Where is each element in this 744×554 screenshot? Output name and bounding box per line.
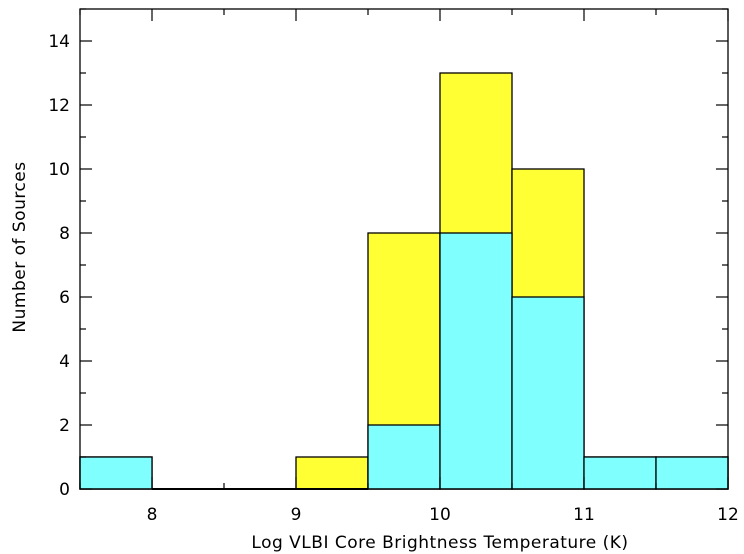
y-tick-labels: 0 2 4 6 8 10 12 14 xyxy=(48,32,70,500)
y-tick-label: 12 xyxy=(48,96,70,116)
subset-bar-0 xyxy=(79,456,153,490)
x-axis-label: Log VLBI Core Brightness Temperature (K) xyxy=(251,533,628,553)
y-tick-label: 14 xyxy=(48,32,70,52)
subset-bar-6 xyxy=(511,296,585,490)
x-tick-label: 9 xyxy=(291,505,302,525)
plot-frame xyxy=(79,8,729,490)
y-tick-label: 6 xyxy=(59,288,70,308)
axis-ticks xyxy=(79,8,729,490)
x-tick-label: 12 xyxy=(717,505,739,525)
x-tick-labels: 8 9 10 11 12 xyxy=(147,505,739,525)
subset-bar-8 xyxy=(655,456,729,490)
subset-bar-5 xyxy=(439,232,513,490)
y-tick-label: 0 xyxy=(59,480,70,500)
y-tick-label: 4 xyxy=(59,352,70,372)
x-tick-label: 8 xyxy=(147,505,158,525)
bars-subset-layer xyxy=(79,232,729,490)
y-tick-label: 10 xyxy=(48,160,70,180)
x-tick-label: 11 xyxy=(573,505,595,525)
y-axis-label: Number of Sources xyxy=(10,161,30,332)
subset-bar-4 xyxy=(367,424,441,490)
subset-bar-7 xyxy=(583,456,657,490)
y-tick-label: 8 xyxy=(59,224,70,244)
y-tick-label: 2 xyxy=(59,416,70,436)
x-tick-label: 10 xyxy=(429,505,451,525)
total-bar-3 xyxy=(295,456,369,490)
